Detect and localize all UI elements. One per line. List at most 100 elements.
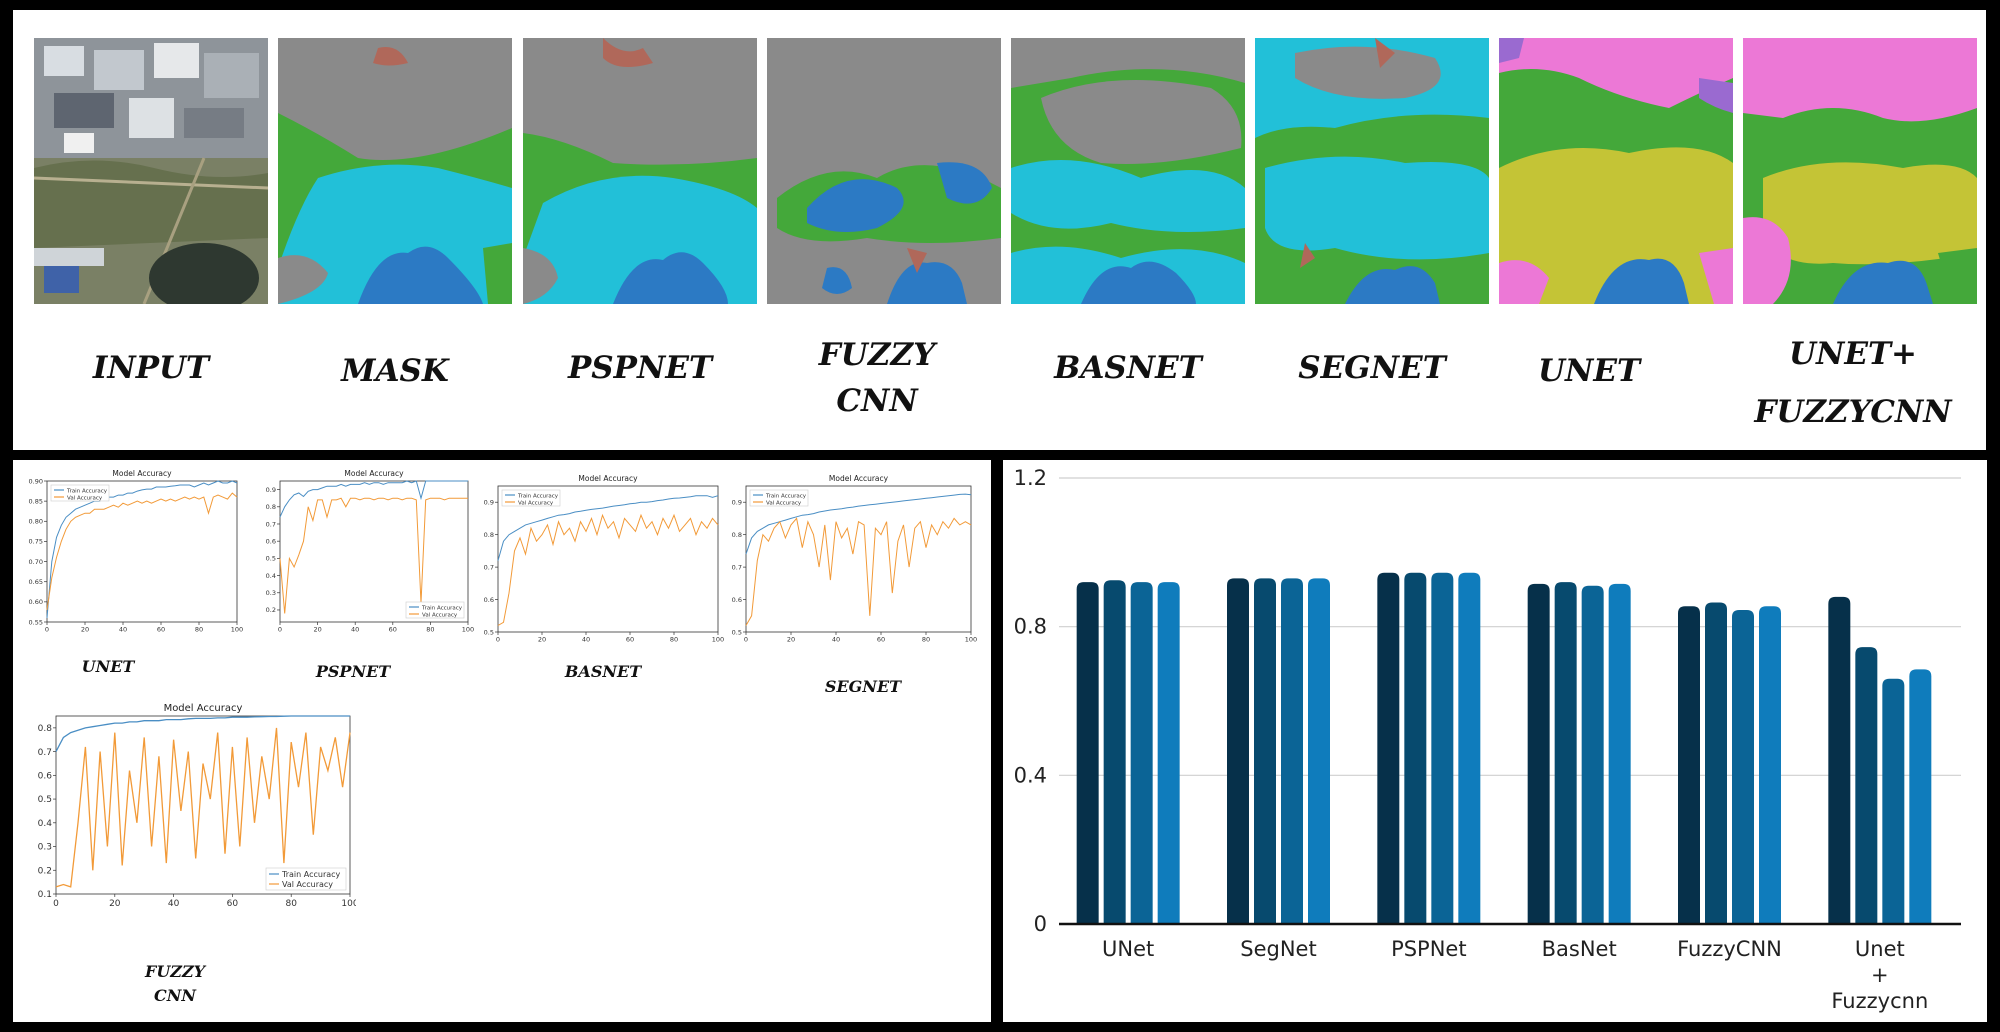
chart3-x-tick-label: 40: [832, 636, 840, 644]
chart4-plot-frame: [55, 715, 351, 895]
segnet-segmentation: [1255, 38, 1489, 304]
chart3-y-tick-label: 0.7: [732, 563, 742, 571]
chart1-x-tick-label: 60: [389, 626, 397, 634]
chart2-x-tick-label: 100: [712, 636, 724, 644]
chart3-legend-label-train-accuracy: Train Accuracy: [765, 493, 807, 499]
bar-unet-fuzzycnn-1: [1828, 596, 1851, 924]
chart4-y-tick-label: 0.7: [38, 748, 52, 758]
chart4-y-tick-label: 0.1: [38, 890, 52, 900]
chart3-y-tick-label: 0.9: [732, 498, 742, 506]
bar-pspnet-1: [1377, 572, 1400, 924]
chart0-y-tick-label: 0.85: [29, 497, 43, 505]
caption-basnet: BASNET: [564, 662, 642, 681]
bar-pspnet-4: [1458, 572, 1481, 924]
bar-basnet-3: [1581, 585, 1604, 924]
chart0-y-tick-label: 0.55: [29, 618, 43, 626]
chart1-y-tick-label: 0.5: [266, 555, 276, 563]
chart4-legend: [265, 867, 347, 891]
chart0-y-tick-label: 0.65: [29, 578, 43, 586]
chart4-title: Model Accuracy: [164, 703, 243, 714]
caption-segnet: SEGNET: [824, 677, 902, 696]
fuzzy-cnn-segmentation: [767, 38, 1001, 304]
pspnet-segmentation: [523, 38, 757, 304]
chart1-series-train-accuracy: [279, 480, 468, 518]
chart0-y-tick-label: 0.90: [29, 477, 43, 485]
chart3-x-tick-label: 60: [877, 636, 885, 644]
bar-category-label: UNet: [1102, 937, 1154, 961]
label-basnet: BASNET: [1054, 350, 1202, 386]
chart1-x-tick-label: 80: [426, 626, 434, 634]
mask-segmentation: [278, 38, 512, 304]
chart2-x-tick-label: 0: [496, 636, 500, 644]
chart1-title: Model Accuracy: [344, 469, 404, 478]
bar-unet-1: [1076, 582, 1099, 924]
chart0-y-tick-label: 0.80: [29, 518, 43, 526]
bar-fuzzycnn-1: [1678, 606, 1700, 924]
basnet-segmentation: [1011, 38, 1245, 304]
basnet-accuracy-chart: Model Accuracy 0 20 40 60 80 100 0.5 0.6 0.7 0.8 0.…: [484, 474, 724, 644]
chart4-x-tick-label: 40: [168, 899, 180, 909]
bar-category-label: +: [1871, 963, 1889, 987]
chart1-y-tick-label: 0.8: [266, 503, 276, 511]
chart0-series-train-accuracy: [46, 480, 238, 619]
chart4-y-tick-label: 0.6: [38, 771, 53, 781]
chart0-x-tick-label: 80: [195, 626, 203, 634]
chart4-y-tick-label: 0.5: [38, 795, 52, 805]
bar-fuzzycnn-3: [1732, 609, 1754, 924]
chart4-y-tick-label: 0.3: [38, 843, 52, 853]
input-aerial-image: [34, 38, 268, 304]
label-input: INPUT: [92, 350, 210, 386]
chart3-title: Model Accuracy: [829, 474, 889, 483]
chart1-legend: [405, 601, 465, 619]
label-fuzzy-cnn: FUZZY CNN: [818, 337, 936, 419]
chart1-series-val-accuracy: [279, 497, 468, 614]
bar-basnet-1: [1527, 583, 1550, 924]
accuracy-bar-chart: 0 0.4 0.8 1.2 UNet SegNet PSPNet BasNet FuzzyCNN…: [1014, 466, 1961, 1013]
training-curves-panel: Model Accuracy 0 20 40 60 80 100 0.55 0.60 0.65 0.…: [13, 460, 991, 1022]
chart4-y-tick-label: 0.8: [38, 724, 53, 734]
bar-category-label: Fuzzycnn: [1831, 989, 1928, 1013]
unet-accuracy-chart: Model Accuracy 0 20 40 60 80 100 0.55 0.60 0.65 0.…: [29, 469, 243, 634]
segnet-accuracy-chart: Model Accuracy 0 20 40 60 80 100 0.5 0.6 0.7 0.8 0.…: [732, 474, 977, 644]
bar-y-tick-label: 0: [1034, 912, 1047, 936]
chart2-legend-label-train-accuracy: Train Accuracy: [517, 493, 559, 499]
unet-fuzzycnn-segmentation: [1743, 38, 1977, 304]
chart0-legend-label-val-accuracy: Val Accuracy: [67, 495, 103, 501]
chart3-legend: [749, 489, 809, 507]
chart4-y-tick-label: 0.2: [38, 866, 52, 876]
chart1-y-tick-label: 0.3: [266, 589, 276, 597]
chart1-x-tick-label: 40: [351, 626, 359, 634]
chart1-x-tick-label: 20: [313, 626, 321, 634]
chart1-x-tick-label: 0: [278, 626, 282, 634]
bar-segnet-4: [1308, 578, 1330, 924]
chart2-y-tick-label: 0.6: [484, 596, 494, 604]
chart4-x-tick-label: 100: [341, 899, 356, 909]
fuzzy-cnn-accuracy-chart: Model Accuracy 0 20 40 60 80 100 0.1 0.2 0.3 0.4 0.…: [38, 703, 356, 909]
chart4-legend-label-train-accuracy: Train Accuracy: [281, 870, 341, 879]
chart2-y-tick-label: 0.7: [484, 563, 494, 571]
chart0-legend: [50, 484, 110, 502]
bar-category-label: BasNet: [1542, 937, 1617, 961]
chart0-plot-frame: [46, 480, 238, 623]
chart0-y-tick-label: 0.70: [29, 558, 43, 566]
chart2-plot-frame: [497, 485, 719, 633]
segmentation-comparison-panel: INPUT MASK PSPNET FUZZY CNN BASNET SEGNE…: [13, 10, 1986, 450]
chart3-x-tick-label: 80: [922, 636, 930, 644]
chart3-series-train-accuracy: [745, 493, 972, 555]
chart2-x-tick-label: 60: [626, 636, 634, 644]
chart3-legend-label-val-accuracy: Val Accuracy: [766, 500, 802, 506]
bar-category-label: FuzzyCNN: [1677, 937, 1782, 961]
chart3-plot-frame: [745, 485, 972, 633]
bar-category-label: SegNet: [1240, 937, 1316, 961]
chart0-x-tick-label: 0: [45, 626, 49, 634]
chart2-x-tick-label: 40: [582, 636, 590, 644]
chart1-y-tick-label: 0.2: [266, 606, 276, 614]
chart2-legend-label-val-accuracy: Val Accuracy: [518, 500, 554, 506]
chart0-y-tick-label: 0.60: [29, 598, 43, 606]
bar-segnet-3: [1281, 578, 1303, 924]
chart1-y-tick-label: 0.9: [266, 486, 276, 494]
chart1-y-tick-label: 0.7: [266, 520, 276, 528]
bar-pspnet-2: [1404, 572, 1427, 924]
bar-segnet-1: [1227, 578, 1249, 924]
chart0-title: Model Accuracy: [112, 469, 172, 478]
